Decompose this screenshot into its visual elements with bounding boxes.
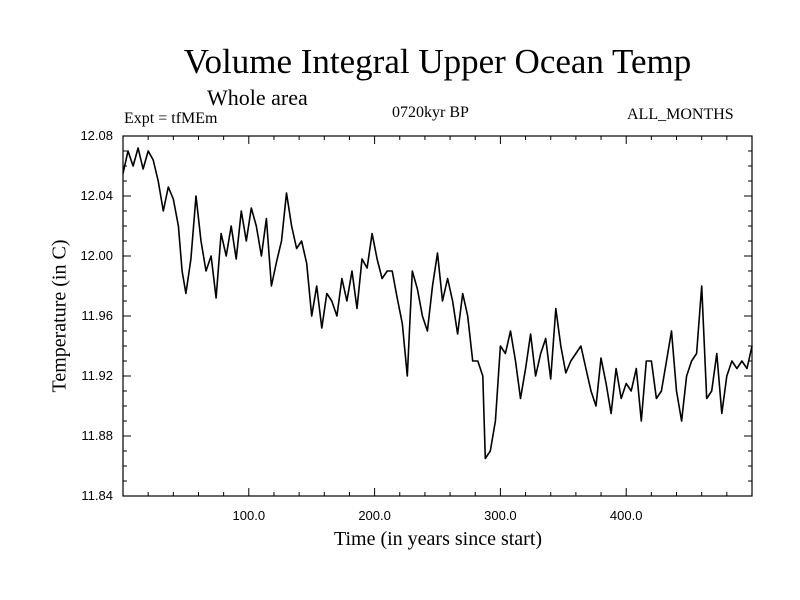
x-tick-label: 400.0 — [610, 508, 643, 523]
x-axis-label: Time (in years since start) — [333, 528, 543, 550]
y-tick-label: 12.00 — [80, 248, 113, 263]
x-tick-label: 300.0 — [484, 508, 517, 523]
y-tick-label: 11.96 — [81, 308, 113, 323]
months-label: ALL_MONTHS — [627, 106, 734, 123]
chart-subtitle: Whole area — [207, 85, 308, 110]
series-line-temperature — [122, 147, 753, 460]
y-tick-label: 11.84 — [81, 488, 113, 503]
y-tick-label: 12.08 — [80, 128, 113, 143]
y-tick-label: 12.04 — [80, 188, 113, 203]
x-tick-label: 200.0 — [358, 508, 391, 523]
plot-frame — [122, 135, 753, 497]
x-tick-label: 100.0 — [233, 508, 266, 523]
period-label: 0720kyr BP — [392, 104, 469, 121]
y-tick-label: 11.88 — [81, 428, 113, 443]
y-tick-label: 11.92 — [81, 368, 113, 383]
experiment-label: Expt = tfMEm — [124, 110, 218, 127]
chart-title: Volume Integral Upper Ocean Temp — [183, 42, 692, 81]
